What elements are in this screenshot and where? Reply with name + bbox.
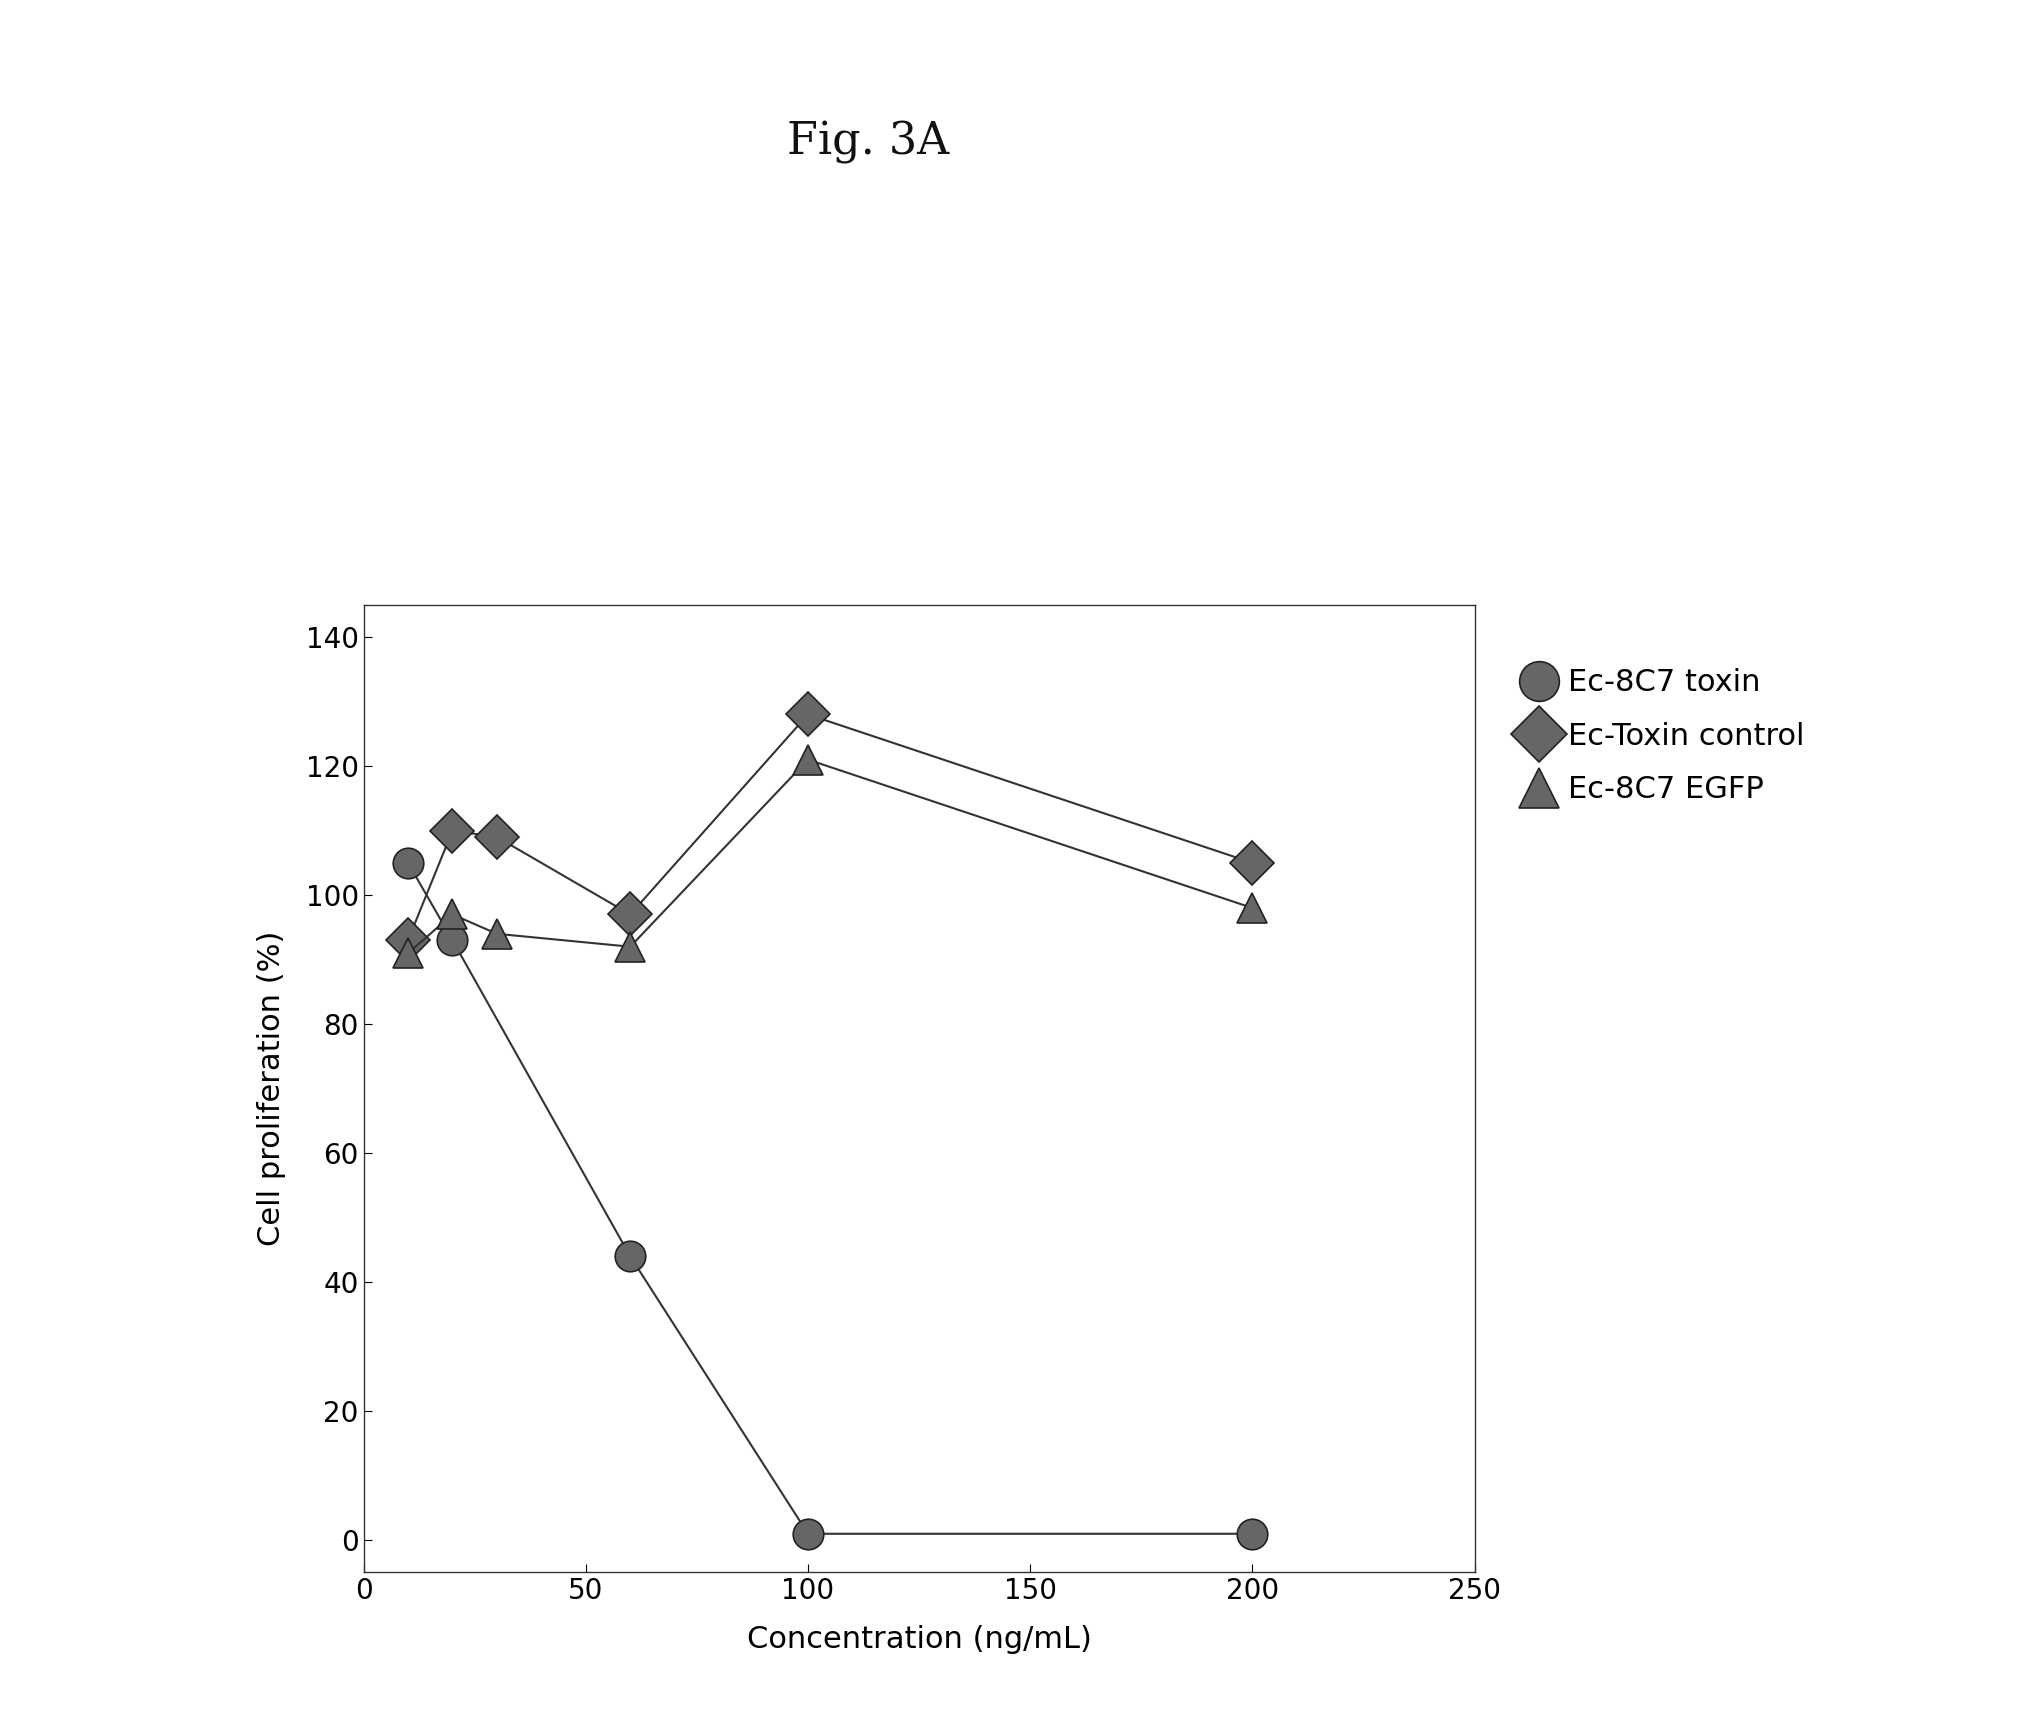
- Line: Ec-8C7 EGFP: Ec-8C7 EGFP: [392, 745, 1269, 968]
- Ec-8C7 EGFP: [440, 904, 465, 924]
- Line: Ec-8C7 toxin: Ec-8C7 toxin: [392, 847, 1269, 1548]
- X-axis label: Concentration (ng/mL): Concentration (ng/mL): [747, 1624, 1091, 1654]
- Ec-8C7 EGFP: [796, 750, 820, 771]
- Ec-Toxin control: [796, 703, 820, 724]
- Legend: Ec-8C7 toxin, Ec-Toxin control, Ec-8C7 EGFP: Ec-8C7 toxin, Ec-Toxin control, Ec-8C7 E…: [1535, 669, 1804, 804]
- Ec-8C7 toxin: [396, 852, 420, 873]
- Ec-8C7 EGFP: [1240, 897, 1265, 918]
- Ec-8C7 toxin: [440, 930, 465, 950]
- Ec-Toxin control: [1240, 852, 1265, 873]
- Ec-Toxin control: [618, 904, 642, 924]
- Ec-8C7 toxin: [796, 1524, 820, 1545]
- Ec-Toxin control: [396, 930, 420, 950]
- Ec-Toxin control: [440, 821, 465, 842]
- Line: Ec-Toxin control: Ec-Toxin control: [392, 700, 1269, 956]
- Ec-Toxin control: [485, 826, 509, 847]
- Ec-8C7 EGFP: [618, 937, 642, 957]
- Text: Fig. 3A: Fig. 3A: [788, 121, 949, 164]
- Ec-8C7 EGFP: [485, 923, 509, 943]
- Ec-8C7 EGFP: [396, 943, 420, 964]
- Ec-8C7 toxin: [618, 1246, 642, 1267]
- Ec-8C7 toxin: [1240, 1524, 1265, 1545]
- Y-axis label: Cell proliferation (%): Cell proliferation (%): [257, 931, 287, 1246]
